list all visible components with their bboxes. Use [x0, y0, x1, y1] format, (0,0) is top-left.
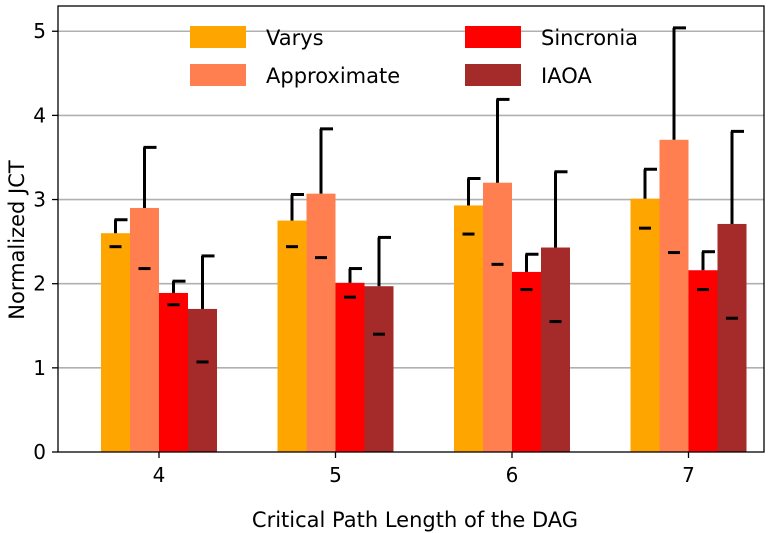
y-axis-label: Normalized JCT — [5, 160, 29, 320]
bar-approximate-6 — [483, 182, 512, 452]
legend-label-iaoa: IAOA — [541, 64, 592, 88]
bar-approximate-7 — [659, 139, 689, 453]
y-tick-label: 5 — [33, 19, 46, 43]
plot-frame — [57, 5, 765, 453]
legend: Varys Approximate Sincronia IAOA — [190, 26, 638, 88]
bar-sincronia-4 — [159, 292, 188, 452]
bar-sincronia-7 — [688, 270, 718, 452]
y-tick-label: 2 — [33, 272, 46, 296]
bar-varys-6 — [454, 205, 483, 452]
bar-approximate-4 — [130, 207, 159, 452]
bar-iaoa-4 — [188, 308, 217, 452]
y-tick-label: 1 — [33, 356, 46, 380]
bar-iaoa-5 — [364, 286, 394, 452]
legend-label-approximate: Approximate — [266, 64, 400, 88]
y-tick-label: 4 — [33, 103, 46, 127]
legend-label-varys: Varys — [266, 26, 324, 50]
legend-swatch-approximate — [190, 64, 246, 86]
x-tick-label: 6 — [506, 463, 519, 487]
error-bars-layer — [109, 26, 744, 364]
axes-layer — [57, 5, 765, 453]
bar-iaoa-7 — [717, 223, 747, 452]
legend-swatch-sincronia — [465, 26, 521, 48]
bar-varys-5 — [277, 220, 307, 452]
bar-iaoa-6 — [541, 247, 570, 452]
legend-swatch-varys — [190, 26, 246, 48]
ticks-layer: 0 1 2 3 4 5 4 5 6 7 — [33, 19, 695, 487]
x-tick-label: 7 — [682, 463, 695, 487]
x-tick-label: 4 — [153, 463, 166, 487]
y-tick-label: 0 — [33, 440, 46, 464]
bar-sincronia-6 — [512, 271, 541, 452]
bar-sincronia-5 — [335, 282, 365, 452]
x-tick-label: 5 — [329, 463, 342, 487]
legend-swatch-iaoa — [465, 64, 521, 86]
bar-varys-7 — [630, 198, 660, 452]
bars-layer — [101, 139, 747, 453]
x-axis-label: Critical Path Length of the DAG — [252, 508, 578, 532]
y-tick-label: 3 — [33, 188, 46, 212]
legend-label-sincronia: Sincronia — [541, 26, 638, 50]
bar-varys-4 — [101, 233, 130, 452]
bar-approximate-5 — [306, 193, 336, 452]
